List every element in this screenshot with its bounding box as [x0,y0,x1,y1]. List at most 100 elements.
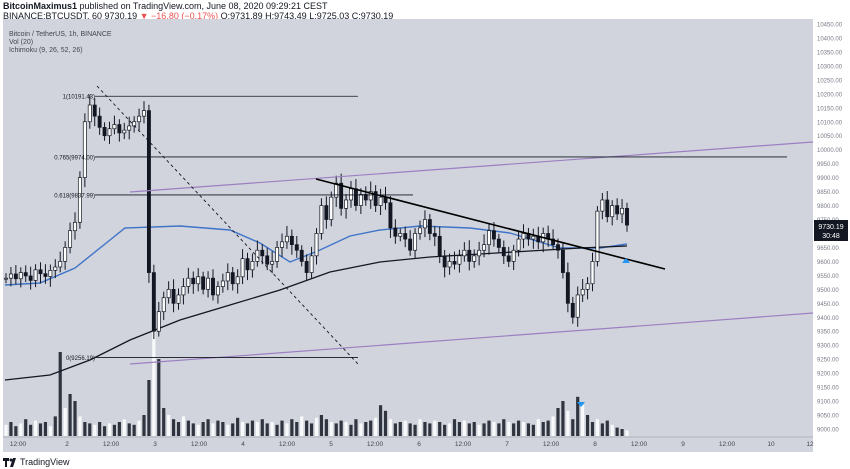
volume-bar [383,410,388,436]
candle-body [506,255,511,262]
footer-brand[interactable]: TradingView [20,457,70,467]
candle-body [43,273,48,277]
price-tick-label: 9400.00 [817,316,839,322]
time-tick-label: 4 [241,441,245,448]
tradingview-logo-icon [3,457,16,467]
candle-body [615,205,620,215]
volume-bar [610,424,614,436]
candle-body [501,247,506,257]
time-tick-label: 12:00 [367,441,384,448]
volume-bar [615,427,619,436]
candle-body [13,273,18,280]
time-tick-label: 3 [153,441,157,448]
volume-bar [408,423,412,436]
candle-body [482,244,487,251]
volume-bar [447,423,452,436]
candle-body [437,235,442,257]
candle-body [77,177,82,223]
fib-level-label: 0(9256.19) [66,356,95,362]
symbol-label: BINANCE:BTCUSDT, 60 [3,11,103,21]
volume-bar [142,415,146,436]
author-name[interactable]: BitcoinMaximus1 [3,1,78,11]
volume-bar [48,426,52,436]
time-tick-label: 10 [767,441,775,448]
candle-body [186,277,191,287]
candle-body [28,275,33,281]
volume-bar [201,422,205,436]
candle-body [235,276,240,285]
candle-body [82,121,87,178]
price-tick-label: 9900.00 [817,176,839,182]
volume-bar [507,422,511,436]
volume-bar [428,423,432,436]
candle-body [53,266,58,271]
price-change: −16.80 (−0.17%) [151,11,219,21]
volume-bar [93,424,97,436]
volume-bar [127,423,131,436]
volume-bar [403,420,407,436]
candle-body [284,235,289,243]
volume-bar [521,422,526,436]
candle-body [127,125,132,131]
candle-body [171,288,176,304]
volume-bar [364,422,368,436]
time-tick-label: 12:00 [10,441,27,448]
legend: Bitcoin / TetherUS, 1h, BINANCE Vol (20)… [9,31,112,54]
volume-bar [482,423,486,436]
candle-body [467,249,472,262]
volume-bar [162,408,166,436]
candle-body [560,249,565,273]
candle-body [565,272,570,304]
candle-body [551,238,556,246]
candle-body [250,261,255,271]
volume-bar [359,423,363,436]
volume-bar [226,424,230,436]
volume-bar [231,423,235,436]
candle-body [289,235,294,246]
candle-body [422,219,427,229]
time-tick-label: 5 [329,441,333,448]
volume-bar [354,419,358,436]
volume-bar [275,424,279,436]
volume-bar [112,424,117,436]
price-tick-label: 9300.00 [817,344,839,350]
drawings [96,85,814,407]
volume-bar [438,422,442,436]
candle-body [270,261,275,265]
volume-bar [206,419,210,436]
volume-bar [29,424,33,436]
volume-bar [334,423,338,436]
volume-bar [280,420,284,436]
candle-body [166,288,171,299]
volume-bar [9,422,13,436]
volume-bar [462,420,466,436]
candle-body [595,210,600,262]
volume-bar [53,416,57,436]
candle-body [38,269,43,275]
price-tick-label: 9800.00 [817,204,839,210]
descending-trendline [315,178,666,270]
volume-bar [443,424,447,436]
channel-lower-line [129,312,814,365]
candle-body [403,233,408,240]
candle-body [432,233,437,237]
volume-bar [88,423,92,436]
candle-body [600,199,605,212]
candle-body [92,104,97,117]
candle-body [531,235,536,240]
time-tick-label: 12:00 [455,441,472,448]
volume-bar [236,417,240,436]
candle-body [575,294,580,318]
candle-body [122,129,127,134]
volume-bar [571,419,575,436]
volume-bar [137,420,141,436]
time-tick-label: 6 [417,441,421,448]
volume-bars [4,331,629,436]
time-tick-label: 8 [593,441,597,448]
candle-body [304,261,309,273]
candle-body [137,115,142,123]
time-tick-label: 12:00 [191,441,208,448]
candle-body [156,311,161,332]
candle-body [344,199,349,209]
